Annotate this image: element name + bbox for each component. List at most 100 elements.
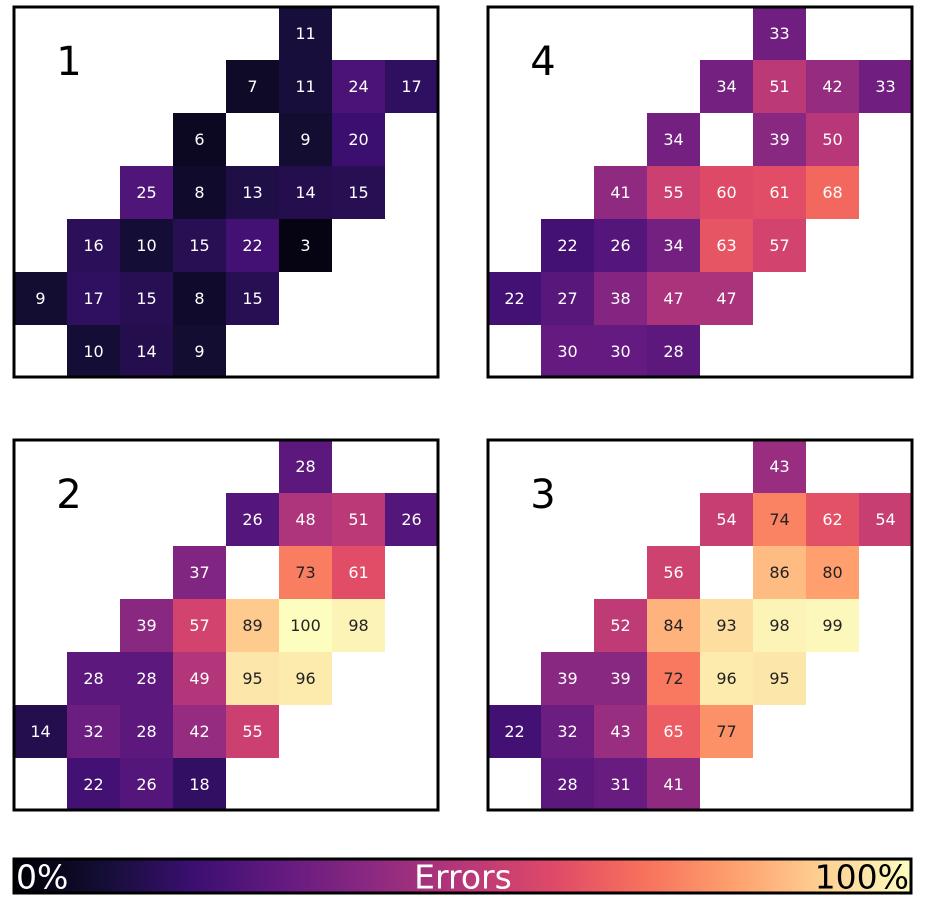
heatmap-cell bbox=[226, 166, 279, 219]
cell-value-label: 47 bbox=[663, 289, 683, 308]
cell-value-label: 43 bbox=[769, 457, 789, 476]
cell-value-label: 61 bbox=[769, 183, 789, 202]
cell-value-label: 61 bbox=[348, 563, 368, 582]
cell-value-label: 98 bbox=[769, 616, 789, 635]
cell-value-label: 72 bbox=[663, 669, 683, 688]
cell-value-label: 24 bbox=[348, 77, 368, 96]
cell-value-label: 37 bbox=[189, 563, 209, 582]
heatmap-cell bbox=[594, 705, 647, 758]
cell-value-label: 15 bbox=[348, 183, 368, 202]
heatmap-cell bbox=[120, 652, 173, 705]
heatmap-cell bbox=[647, 113, 700, 166]
heatmap-cell bbox=[226, 272, 279, 325]
heatmap-cell bbox=[647, 599, 700, 652]
panel-frame bbox=[12, 5, 440, 379]
cell-value-label: 41 bbox=[610, 183, 630, 202]
heatmap-cell bbox=[594, 599, 647, 652]
heatmap-cell bbox=[332, 166, 385, 219]
cell-value-label: 10 bbox=[136, 236, 156, 255]
heatmap-cell bbox=[120, 166, 173, 219]
cell-value-label: 22 bbox=[557, 236, 577, 255]
cell-value-label: 42 bbox=[822, 77, 842, 96]
cell-value-label: 22 bbox=[83, 775, 103, 794]
heatmap-cell bbox=[594, 758, 647, 811]
heatmap-cell bbox=[753, 493, 806, 546]
heatmap-cell bbox=[806, 493, 859, 546]
heatmap-cell bbox=[120, 219, 173, 272]
heatmap-cell bbox=[594, 652, 647, 705]
cell-value-label: 84 bbox=[663, 616, 683, 635]
cell-value-label: 39 bbox=[136, 616, 156, 635]
cell-value-label: 33 bbox=[769, 24, 789, 43]
heatmap-cell bbox=[67, 758, 120, 811]
heatmap-cell bbox=[753, 7, 806, 60]
cell-value-label: 32 bbox=[83, 722, 103, 741]
cell-value-label: 11 bbox=[295, 24, 315, 43]
panel-2: 28 26 48 51 26 37 73 61 39 57 89 100 98 28 28 49 95 96 14 3… bbox=[12, 438, 440, 812]
cell-value-label: 9 bbox=[300, 130, 310, 149]
cell-value-label: 60 bbox=[716, 183, 736, 202]
cell-value-label: 52 bbox=[610, 616, 630, 635]
heatmap-cell bbox=[594, 166, 647, 219]
heatmap-cell bbox=[67, 272, 120, 325]
cell-value-label: 26 bbox=[610, 236, 630, 255]
heatmap-cell bbox=[753, 219, 806, 272]
cell-value-label: 27 bbox=[557, 289, 577, 308]
cell-value-label: 28 bbox=[83, 669, 103, 688]
heatmap-cell bbox=[541, 705, 594, 758]
cell-value-label: 14 bbox=[136, 342, 156, 361]
cell-value-label: 9 bbox=[194, 342, 204, 361]
cell-value-label: 39 bbox=[769, 130, 789, 149]
colorbar-min-label: 0% bbox=[16, 858, 68, 897]
cell-value-label: 86 bbox=[769, 563, 789, 582]
cell-value-label: 33 bbox=[875, 77, 895, 96]
panel-frame bbox=[12, 438, 440, 812]
heatmap-cell bbox=[173, 166, 226, 219]
heatmap-cell bbox=[67, 652, 120, 705]
cell-value-label: 63 bbox=[716, 236, 736, 255]
cell-value-label: 26 bbox=[136, 775, 156, 794]
heatmap-cell bbox=[332, 546, 385, 599]
cell-value-label: 41 bbox=[663, 775, 683, 794]
cell-value-label: 48 bbox=[295, 510, 315, 529]
cell-value-label: 34 bbox=[716, 77, 736, 96]
cell-value-label: 28 bbox=[136, 669, 156, 688]
heatmap-cell bbox=[700, 166, 753, 219]
cell-value-label: 28 bbox=[295, 457, 315, 476]
heatmap-cell bbox=[173, 705, 226, 758]
cell-value-label: 55 bbox=[663, 183, 683, 202]
heatmap-cell bbox=[859, 60, 912, 113]
panel-label: 1 bbox=[56, 39, 81, 85]
heatmap-cell bbox=[173, 652, 226, 705]
heatmap-cell bbox=[279, 493, 332, 546]
heatmap-cell bbox=[279, 7, 332, 60]
panel-frame bbox=[486, 438, 914, 812]
cell-value-label: 62 bbox=[822, 510, 842, 529]
heatmap-cell bbox=[279, 113, 332, 166]
heatmap-cell bbox=[332, 599, 385, 652]
heatmap-cell bbox=[488, 272, 541, 325]
cell-value-label: 39 bbox=[610, 669, 630, 688]
cell-value-label: 43 bbox=[610, 722, 630, 741]
heatmap-cell bbox=[541, 219, 594, 272]
cell-value-label: 15 bbox=[242, 289, 262, 308]
heatmap-cell bbox=[647, 219, 700, 272]
heatmap-cell bbox=[647, 705, 700, 758]
cell-value-label: 77 bbox=[716, 722, 736, 741]
heatmap-cell bbox=[488, 705, 541, 758]
heatmap-cell bbox=[332, 113, 385, 166]
cell-value-label: 51 bbox=[769, 77, 789, 96]
heatmap-cell bbox=[647, 652, 700, 705]
cell-value-label: 28 bbox=[136, 722, 156, 741]
panel-4: 33 34 51 42 33 34 39 50 41 55 60 61 68 22 26 34 63 57 22 27… bbox=[486, 5, 914, 379]
cell-value-label: 20 bbox=[348, 130, 368, 149]
heatmap-cell bbox=[753, 113, 806, 166]
cell-value-label: 57 bbox=[769, 236, 789, 255]
heatmap-cell bbox=[67, 325, 120, 378]
cell-value-label: 100 bbox=[290, 616, 321, 635]
cell-value-label: 8 bbox=[194, 289, 204, 308]
cell-value-label: 25 bbox=[136, 183, 156, 202]
heatmap-cell bbox=[226, 219, 279, 272]
